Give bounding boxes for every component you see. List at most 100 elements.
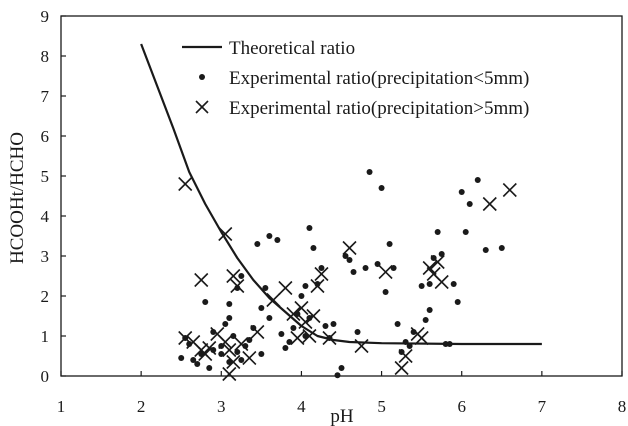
cross-stroke	[414, 330, 429, 346]
x-tick-label: 2	[137, 397, 146, 416]
data-point-dot	[418, 283, 425, 289]
cross-stroke	[302, 328, 317, 344]
data-point-dot	[262, 285, 269, 291]
data-point-cross	[266, 292, 281, 308]
cross-stroke	[278, 280, 293, 296]
cross-stroke	[194, 342, 209, 358]
data-point-cross	[202, 340, 217, 356]
data-point-dot	[498, 245, 505, 251]
data-point-dot	[306, 225, 313, 231]
data-point-cross	[226, 354, 241, 370]
cross-stroke	[234, 336, 249, 352]
data-point-dot	[402, 339, 409, 345]
cross-stroke	[222, 342, 237, 358]
y-tick-label: 3	[41, 247, 50, 266]
data-point-dot	[334, 372, 341, 379]
data-point-cross	[194, 342, 209, 358]
data-point-cross	[414, 330, 429, 346]
cross-stroke	[242, 350, 257, 366]
data-point-dot	[274, 237, 281, 243]
data-point-dot	[258, 351, 265, 357]
data-point-dot	[406, 343, 413, 349]
cross-stroke	[430, 254, 445, 270]
data-point-dot	[382, 289, 389, 295]
x-tick-label: 8	[618, 397, 627, 416]
data-point-dot	[310, 245, 317, 251]
data-point-cross	[194, 272, 209, 288]
cross-stroke	[210, 326, 225, 342]
theoretical-ratio-line	[140, 43, 542, 346]
data-point-dot	[258, 305, 265, 311]
x-tick-label: 7	[538, 397, 547, 416]
cross-stroke	[354, 338, 369, 354]
data-point-dot	[298, 293, 305, 299]
data-point-dot	[194, 361, 201, 367]
data-point-dot	[266, 233, 273, 239]
data-point-dot	[426, 307, 433, 313]
data-point-dot	[290, 325, 297, 331]
data-point-cross	[298, 314, 313, 330]
data-point-cross	[178, 330, 193, 346]
data-point-dot	[482, 247, 489, 253]
cross-stroke	[250, 324, 265, 340]
data-point-dot	[378, 185, 385, 191]
data-point-cross	[234, 336, 249, 352]
data-point-cross	[230, 278, 245, 294]
data-point-dot	[318, 265, 325, 271]
data-point-dot	[434, 229, 441, 235]
cross-stroke	[202, 340, 217, 356]
data-point-dot	[366, 169, 373, 175]
cross-stroke	[178, 330, 193, 346]
y-tick-label: 6	[41, 127, 50, 146]
cross-stroke	[394, 360, 409, 376]
legend-label-experimental-gt5mm: Experimental ratio(precipitation>5mm)	[229, 98, 529, 119]
x-tick-label: 5	[377, 397, 386, 416]
cross-stroke	[178, 176, 193, 192]
data-point-cross	[250, 324, 265, 340]
data-point-cross	[502, 182, 517, 198]
data-point-dot	[238, 273, 245, 279]
data-point-dot	[322, 323, 329, 329]
data-point-dot	[474, 177, 481, 183]
cross-stroke	[218, 226, 233, 242]
cross-stroke	[434, 274, 449, 290]
legend-swatch-dot	[199, 74, 205, 80]
data-point-cross	[314, 266, 329, 282]
data-point-dot	[374, 261, 381, 267]
y-tick-label: 5	[41, 167, 50, 186]
cross-stroke	[290, 330, 305, 346]
y-tick-label: 7	[41, 87, 50, 106]
cross-stroke	[342, 240, 357, 256]
data-point-dot	[446, 341, 453, 347]
data-point-cross	[426, 266, 441, 282]
cross-stroke	[306, 308, 321, 324]
data-point-dot	[346, 257, 353, 263]
data-point-cross	[310, 278, 325, 294]
data-point-cross	[306, 308, 321, 324]
y-tick-label: 8	[41, 47, 50, 66]
cross-stroke	[218, 334, 233, 350]
data-point-cross	[354, 338, 369, 354]
data-point-dot	[422, 317, 429, 323]
legend-label-theoretical-ratio: Theoretical ratio	[229, 38, 355, 59]
data-point-dot	[454, 299, 461, 305]
cross-stroke	[294, 300, 309, 316]
legend: Theoretical ratio Experimental ratio(pre…	[182, 38, 529, 119]
x-tick-label: 6	[457, 397, 466, 416]
data-point-cross	[242, 350, 257, 366]
data-point-dot	[362, 265, 369, 271]
y-tick-label: 0	[41, 367, 50, 386]
data-point-cross	[222, 342, 237, 358]
cross-stroke	[426, 266, 441, 282]
x-tick-label: 1	[57, 397, 66, 416]
data-point-dot	[450, 281, 457, 287]
data-point-dot	[238, 357, 245, 363]
data-point-cross	[218, 334, 233, 350]
data-point-cross	[430, 254, 445, 270]
data-point-cross	[398, 348, 413, 364]
data-point-dot	[226, 315, 233, 321]
data-point-cross	[302, 328, 317, 344]
data-point-dot	[338, 365, 345, 371]
data-point-dot	[466, 201, 473, 207]
data-point-dot	[254, 241, 261, 247]
